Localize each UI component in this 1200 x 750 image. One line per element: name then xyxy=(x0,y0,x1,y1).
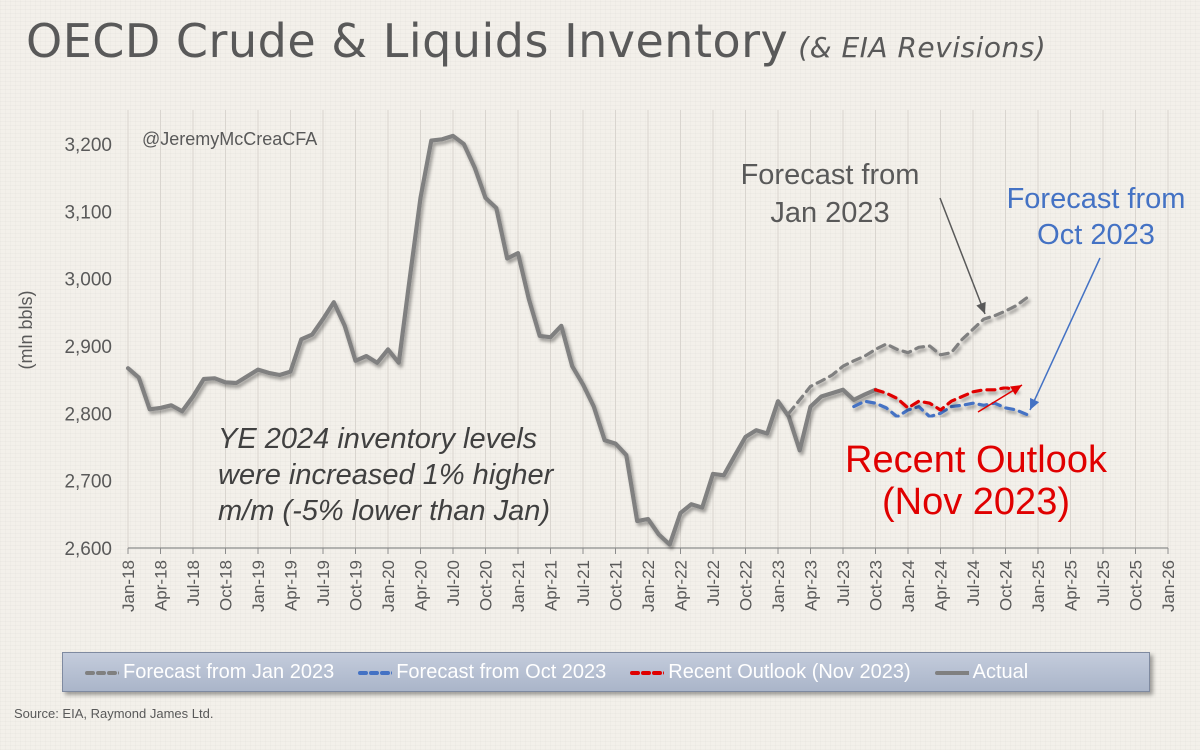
x-tick-label: Jul-23 xyxy=(834,560,853,606)
x-tick-label: Apr-21 xyxy=(542,560,561,611)
x-tick-label: Oct-24 xyxy=(997,560,1016,611)
legend-label: Recent Outlook (Nov 2023) xyxy=(668,660,911,683)
x-tick-label: Oct-21 xyxy=(607,560,626,611)
x-tick-label: Jul-21 xyxy=(574,560,593,606)
x-tick-label: Oct-20 xyxy=(477,560,496,611)
y-tick-label: 2,700 xyxy=(64,472,112,493)
legend-label: Forecast from Oct 2023 xyxy=(396,660,607,683)
y-axis-label: (mln bbls) xyxy=(16,290,36,369)
x-tick-label: Oct-18 xyxy=(217,560,236,611)
x-tick-label: Apr-24 xyxy=(932,560,951,611)
legend-swatch xyxy=(358,671,393,675)
chart-annotations: @JeremyMcCreaCFA Forecast from Jan 2023 For… xyxy=(142,129,1185,527)
x-tick-label: Oct-19 xyxy=(347,560,366,611)
chart-subtitle: (& EIA Revisions) xyxy=(798,31,1047,64)
annotation-recent-outlook: Recent Outlook (Nov 2023) xyxy=(845,439,1108,523)
x-tick-label: Apr-19 xyxy=(282,560,301,611)
x-tick-label: Jan-21 xyxy=(509,560,528,612)
legend-swatch xyxy=(630,671,665,675)
y-tick-label: 3,200 xyxy=(64,135,112,156)
x-tick-label: Jul-25 xyxy=(1094,560,1113,606)
legend-label: Actual xyxy=(972,660,1029,683)
x-tick-label: Jan-18 xyxy=(119,560,138,612)
x-tick-label: Apr-20 xyxy=(412,560,431,611)
arrow-recent-outlook-head xyxy=(1010,385,1022,396)
chart-axes: Jan-18 Apr-18 Jul-18 Oct-18 Jan-19 Apr-19 Jul-… xyxy=(16,135,1178,612)
x-tick-label: Jul-20 xyxy=(444,560,463,606)
x-tick-label: Jan-19 xyxy=(249,560,268,612)
legend-swatch xyxy=(934,671,969,675)
series-recent-outlook-line xyxy=(873,386,1018,412)
chart-legend: Forecast from Jan 2023 Forecast from Oct … xyxy=(62,652,1150,692)
watermark-handle: @JeremyMcCreaCFA xyxy=(142,129,317,149)
x-tick-label: Jan-20 xyxy=(379,560,398,612)
x-tick-label: Apr-23 xyxy=(802,560,821,611)
y-tick-label: 2,800 xyxy=(64,404,112,425)
legend-item: Forecast from Oct 2023 xyxy=(358,661,606,684)
x-tick-label: Oct-25 xyxy=(1127,560,1146,611)
source-note: Source: EIA, Raymond James Ltd. xyxy=(14,706,214,721)
series-actual-line xyxy=(125,133,878,547)
x-tick-label: Jul-19 xyxy=(314,560,333,606)
x-tick-label: Jul-24 xyxy=(964,560,983,606)
x-tick-label: Oct-23 xyxy=(867,560,886,611)
legend-item: Recent Outlook (Nov 2023) xyxy=(630,660,911,684)
legend-label: Forecast from Jan 2023 xyxy=(123,660,335,683)
arrow-forecast-oct-head xyxy=(1030,397,1040,410)
arrow-forecast-jan-head xyxy=(976,301,986,314)
x-tick-label: Jul-22 xyxy=(704,560,723,606)
x-tick-label: Jan-26 xyxy=(1159,560,1178,612)
x-tick-label: Jan-24 xyxy=(899,560,918,612)
chart-grid xyxy=(127,110,1169,548)
x-tick-label: Jan-25 xyxy=(1029,560,1048,612)
y-tick-label: 3,000 xyxy=(64,270,112,291)
y-tick-label: 2,900 xyxy=(64,337,112,358)
chart-series xyxy=(125,133,1029,547)
x-tick-label: Jan-22 xyxy=(639,560,658,612)
arrow-forecast-jan xyxy=(939,197,986,315)
legend-swatch xyxy=(85,671,119,675)
x-tick-label: Apr-22 xyxy=(672,560,691,611)
annotation-note: YE 2024 inventory levels were increased 1… xyxy=(218,423,555,527)
y-tick-label: 3,100 xyxy=(64,202,112,223)
x-tick-label: Oct-22 xyxy=(737,560,756,611)
annotation-forecast-oct: Forecast from Oct 2023 xyxy=(1007,183,1186,251)
y-tick-label: 2,600 xyxy=(64,539,112,560)
x-tick-label: Jul-18 xyxy=(184,560,203,606)
legend-item: Actual xyxy=(934,660,1029,684)
series-forecast-oct-line xyxy=(852,399,1029,419)
x-tick-label: Apr-25 xyxy=(1062,560,1081,611)
arrow-forecast-oct xyxy=(1029,257,1101,411)
x-tick-label: Apr-18 xyxy=(152,560,171,611)
legend-item: Forecast from Jan 2023 xyxy=(85,661,334,684)
chart-title: OECD Crude & Liquids Inventory xyxy=(26,14,789,68)
chart-title-block: OECD Crude & Liquids Inventory (& EIA Rev… xyxy=(26,14,1046,68)
series-forecast-jan-line xyxy=(787,295,1029,415)
x-tick-label: Jan-23 xyxy=(769,560,788,612)
annotation-forecast-jan: Forecast from Jan 2023 xyxy=(741,159,920,229)
